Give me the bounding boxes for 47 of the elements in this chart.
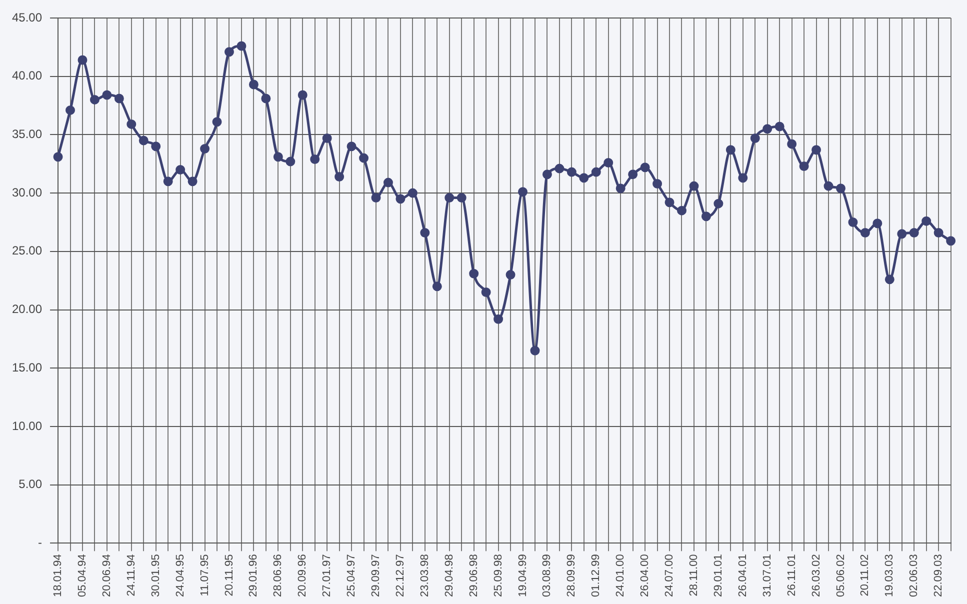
- x-tick-label: 20.11.95: [223, 554, 236, 596]
- x-tick-label: 24.04.95: [174, 554, 186, 598]
- x-tick-label: 28.06.96: [272, 554, 284, 598]
- x-tick-label: 01.12.99: [590, 554, 602, 598]
- x-tick-label: 28.11.00: [688, 554, 700, 596]
- x-tick-label: 02.06.03: [908, 554, 920, 598]
- y-tick-label: 35.00: [12, 127, 42, 142]
- x-tick-label: 26.03.02: [810, 554, 822, 598]
- x-tick-label: 24.01.00: [614, 554, 627, 598]
- x-tick-label: 29.01.01: [712, 554, 724, 598]
- x-tick-label: 28.09.99: [566, 554, 578, 598]
- x-tick-label: 29.01.96: [248, 554, 260, 598]
- x-tick-label: 18.01.94: [52, 554, 64, 598]
- x-tick-label: 19.04.99: [516, 554, 529, 598]
- x-tick-label: 05.04.94: [76, 554, 89, 598]
- y-tick-label: 45.00: [12, 10, 42, 24]
- x-tick-label: 30.01.95: [150, 554, 162, 598]
- x-tick-label: 22.09.03: [932, 554, 945, 598]
- x-tick-label: 29.09.97: [370, 554, 382, 598]
- x-tick-label: 31.07.01: [761, 554, 774, 598]
- x-tick-label: 24.11.94: [125, 554, 138, 596]
- x-tick-label: 24.07.00: [664, 554, 676, 598]
- x-tick-label: 27.01.97: [321, 554, 334, 598]
- y-tick-label: 5.00: [18, 477, 42, 492]
- x-tick-label: 22.12.97: [394, 554, 406, 598]
- y-tick-label: 25.00: [12, 244, 42, 258]
- x-tick-label: 19.03.03: [884, 554, 896, 598]
- x-tick-label: 20.09.96: [296, 554, 309, 598]
- x-tick-label: 29.06.98: [468, 554, 480, 598]
- x-tick-label: 26.04.01: [736, 554, 749, 598]
- x-tick-label: 03.08.99: [541, 554, 554, 598]
- x-tick-label: 26.04.00: [639, 554, 652, 598]
- x-tick-label: 26.11.01: [786, 554, 798, 596]
- x-tick-label: 25.09.98: [492, 554, 504, 598]
- y-tick-label: 20.00: [12, 302, 42, 316]
- x-tick-label: 23.03.98: [418, 554, 431, 598]
- y-tick-label: 15.00: [12, 360, 42, 374]
- x-tick-label: 11.07.95: [198, 554, 211, 596]
- y-tick-label: 40.00: [12, 68, 42, 83]
- x-tick-label: 25.04.97: [346, 554, 358, 598]
- x-tick-label: 20.06.94: [100, 554, 113, 598]
- y-tick-label: 10.00: [12, 418, 42, 433]
- y-tick-label: 30.00: [12, 185, 42, 200]
- x-tick-label: 29.04.98: [443, 554, 456, 598]
- x-tick-label: 05.06.02: [834, 554, 847, 598]
- y-tick-label: -: [38, 535, 42, 550]
- x-tick-label: 20.11.02: [859, 554, 872, 596]
